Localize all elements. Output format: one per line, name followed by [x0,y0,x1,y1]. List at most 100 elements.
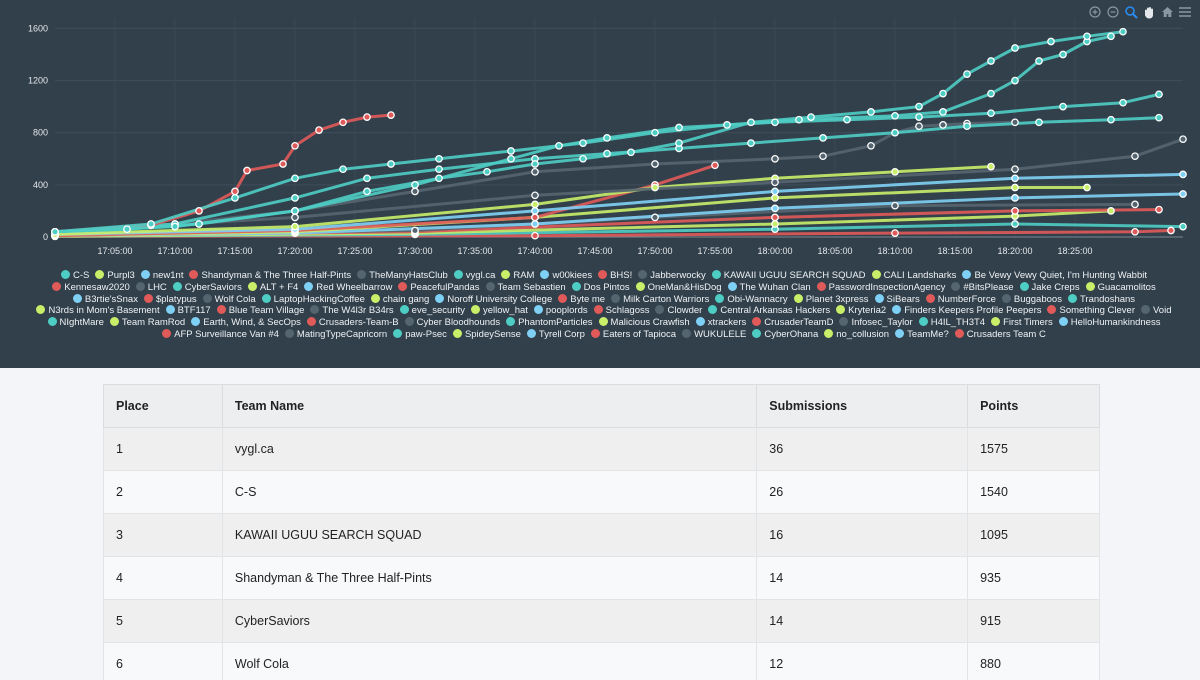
legend-item[interactable]: N3rds in Mom's Basement [36,305,160,317]
data-point[interactable] [531,200,539,209]
home-icon[interactable] [1160,5,1174,19]
data-point[interactable] [771,178,779,187]
data-point[interactable] [195,220,203,228]
data-point[interactable] [531,231,539,240]
legend-item[interactable]: SiBears [874,293,920,306]
data-point[interactable] [1011,183,1019,192]
data-point[interactable] [1179,170,1187,179]
data-point[interactable] [771,220,779,228]
legend-item[interactable]: BHS! [598,270,632,282]
zoom-out-icon[interactable] [1106,5,1120,19]
data-point[interactable] [987,109,995,118]
data-point[interactable] [291,194,299,202]
data-point[interactable] [915,113,923,121]
data-point[interactable] [771,194,779,202]
data-point[interactable] [1131,200,1139,209]
legend-item[interactable]: $platypus [143,293,197,306]
legend-item[interactable]: CrusaderTeamD [752,317,833,329]
legend-item[interactable]: CyberOhana [752,328,818,341]
legend-item[interactable]: #BitsPlease [951,281,1014,294]
data-point[interactable] [483,167,491,176]
data-point[interactable] [1119,98,1127,107]
legend-item[interactable]: xtrackers [695,317,746,329]
legend-item[interactable]: WUKULELE [682,328,746,341]
column-header-team-name[interactable]: Team Name [221,384,758,428]
data-point[interactable] [603,149,611,158]
legend-item[interactable]: The W4l3r B34rs [310,305,394,317]
legend-item[interactable]: Noroff University College [435,293,552,306]
legend-item[interactable]: Jake Creps [1019,281,1080,294]
legend-item[interactable]: pooplords [533,305,588,317]
data-point[interactable] [1035,57,1043,65]
data-point[interactable] [339,165,347,174]
legend-item[interactable]: TeamMe? [895,328,949,341]
data-point[interactable] [339,118,347,127]
legend-item[interactable]: BTF117 [165,305,211,317]
legend-item[interactable]: NumberForce [925,293,996,306]
data-point[interactable] [1083,183,1091,192]
legend-item[interactable]: chain gang [370,293,429,306]
data-point[interactable] [243,166,251,175]
legend-item[interactable]: Byte me [558,293,605,306]
legend-item[interactable]: Malicious Crawfish [598,317,690,329]
data-point[interactable] [435,165,443,174]
legend-item[interactable]: PeacefulPandas [398,281,480,294]
data-point[interactable] [1011,44,1019,52]
legend-item[interactable]: Milk Carton Warriors [611,293,709,306]
data-point[interactable] [1035,118,1043,127]
legend-item[interactable]: Buggaboos [1001,293,1062,306]
data-point[interactable] [915,102,923,111]
legend-item[interactable]: Team RamRod [109,317,185,329]
legend-item[interactable]: Finders Keepers Profile Peepers [892,305,1041,317]
legend-item[interactable]: HelloHumankindness [1058,317,1160,329]
legend-item[interactable]: Central Arkansas Hackers [708,305,830,317]
legend-item[interactable]: no_collusion [824,328,889,341]
data-point[interactable] [291,222,299,231]
data-point[interactable] [1083,32,1091,41]
score-chart[interactable]: 0 400 800 1200 1600 17:05:00 17:10:00 17:15:00 1… [0,0,1200,265]
data-point[interactable] [747,118,755,127]
column-header-points[interactable]: Points [967,384,1100,428]
data-point[interactable] [771,204,779,213]
data-point[interactable] [1011,174,1019,183]
data-point[interactable] [1107,115,1115,124]
data-point[interactable] [1155,113,1163,122]
data-point[interactable] [1131,152,1139,161]
legend-item[interactable]: The Wuhan Clan [727,281,811,294]
legend-item[interactable]: vygl.ca [453,270,495,282]
legend-item[interactable]: B3rtie'sSnax [72,293,138,306]
legend-item[interactable]: KAWAII UGUU SEARCH SQUAD [711,270,866,282]
data-point[interactable] [387,160,395,168]
data-point[interactable] [1131,227,1139,236]
data-point[interactable] [231,187,239,196]
menu-icon[interactable] [1178,5,1192,19]
legend-item[interactable]: Dos Pintos [571,281,630,294]
legend-item[interactable]: CALI Landsharks [871,270,956,282]
data-point[interactable] [987,89,995,98]
data-point[interactable] [867,141,875,150]
series-line[interactable] [53,30,1125,234]
data-point[interactable] [579,154,587,163]
data-point[interactable] [1059,102,1067,111]
data-point[interactable] [411,187,419,196]
legend-item[interactable]: H4IL_TH3T4 [918,317,985,329]
legend-item[interactable]: Crusaders Team C [954,328,1046,341]
data-point[interactable] [963,122,971,131]
legend-item[interactable]: Guacamolitos [1085,281,1156,294]
data-point[interactable] [387,111,395,119]
data-point[interactable] [531,220,539,228]
legend-item[interactable]: paw-Psec [393,328,447,341]
data-point[interactable] [891,201,899,210]
data-point[interactable] [1011,118,1019,127]
data-point[interactable] [1155,205,1163,214]
legend-item[interactable]: Team Sebastien [485,281,566,294]
data-point[interactable] [939,121,947,129]
data-point[interactable] [891,128,899,137]
legend-item[interactable]: C-S [61,270,89,282]
data-point[interactable] [603,134,611,142]
legend-item[interactable]: CyberSaviors [172,281,242,294]
legend-item[interactable]: Be Vewy Vewy Quiet, I'm Hunting Wabbit [962,270,1147,282]
data-point[interactable] [987,57,995,65]
data-point[interactable] [843,115,851,124]
data-point[interactable] [1011,76,1019,85]
